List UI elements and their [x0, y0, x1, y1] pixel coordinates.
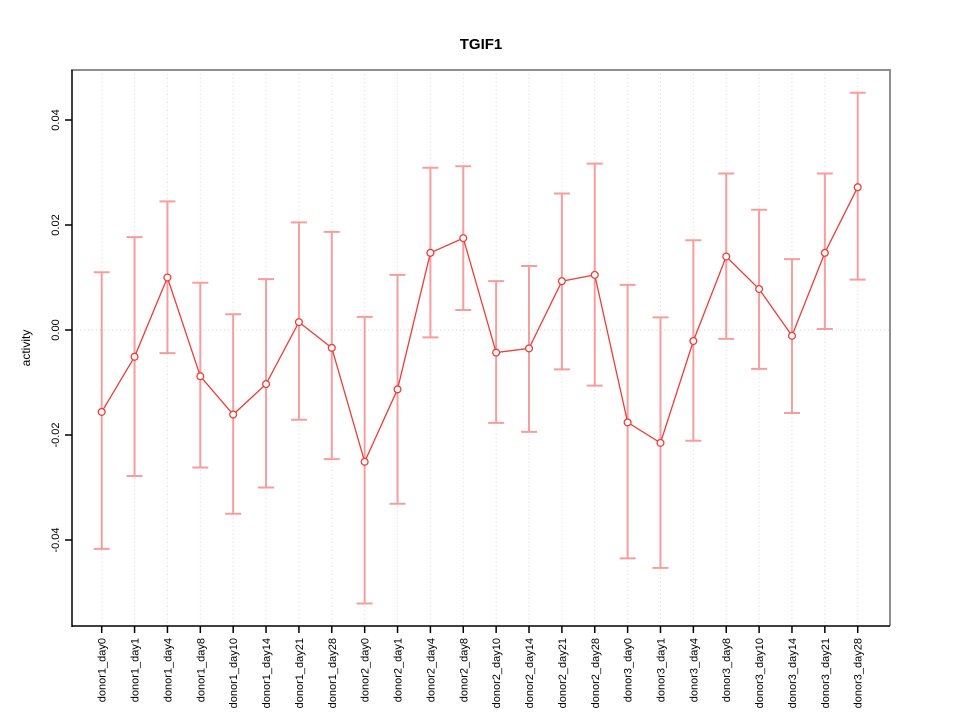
data-point	[853, 183, 862, 192]
data-point	[97, 407, 106, 416]
data-point	[557, 277, 566, 286]
data-point	[524, 344, 534, 353]
y-tick-label: 0.04	[50, 109, 62, 130]
x-tick-label: donor2_day0	[360, 638, 372, 702]
y-tick-label: 0.00	[50, 319, 62, 340]
data-point	[426, 248, 435, 257]
x-tick-label: donor3_day4	[688, 638, 700, 702]
x-tick-label: donor2_day8	[458, 638, 470, 702]
data-point	[130, 352, 139, 361]
x-tick-label: donor3_day1	[655, 638, 667, 702]
data-point	[820, 248, 829, 257]
y-axis-label: activity	[19, 330, 33, 367]
data-point	[623, 418, 632, 427]
data-point	[787, 331, 797, 340]
data-point	[163, 273, 172, 282]
x-tick-label: donor1_day8	[195, 638, 207, 702]
data-point	[689, 336, 698, 346]
data-point	[196, 372, 205, 381]
x-tick-label: donor1_day28	[327, 638, 339, 708]
data-point	[656, 438, 665, 447]
x-tick-label: donor3_day10	[754, 638, 766, 708]
data-point	[294, 318, 303, 327]
x-tick-label: donor3_day0	[623, 638, 635, 702]
y-tick-label: -0.04	[50, 527, 62, 552]
x-tick-label: donor1_day4	[162, 638, 174, 702]
x-tick-label: donor2_day28	[590, 638, 602, 708]
x-tick-label: donor1_day0	[97, 638, 109, 702]
data-point	[360, 457, 369, 466]
data-point	[229, 410, 238, 419]
plot-area: -0.04 -0.02 0.00 0.02 0.04 donor1_day0 donor1_…	[50, 69, 891, 708]
x-tick-label: donor3_day28	[853, 638, 865, 708]
data-point	[393, 385, 402, 394]
x-tick-label: donor2_day10	[491, 638, 503, 708]
x-tick-label: donor2_day21	[557, 638, 569, 708]
data-point	[492, 348, 501, 357]
data-point	[722, 252, 731, 261]
x-tick-label: donor1_day21	[294, 638, 306, 708]
data-point	[261, 380, 271, 389]
x-tick-label: donor2_day1	[393, 638, 405, 702]
x-tick-label: donor1_day10	[228, 638, 240, 708]
data-point	[755, 284, 764, 294]
data-point	[590, 270, 599, 279]
x-tick-label: donor2_day4	[425, 638, 437, 702]
x-tick-label: donor2_day14	[524, 638, 536, 708]
x-tick-label: donor1_day14	[261, 638, 273, 708]
data-point	[327, 343, 336, 352]
data-point	[459, 234, 468, 243]
x-tick-label: donor3_day21	[820, 638, 832, 708]
x-tick-label: donor3_day14	[787, 638, 799, 708]
y-tick-label: -0.02	[50, 422, 62, 447]
x-tick-label: donor1_day1	[130, 638, 142, 702]
x-tick-label: donor3_day8	[721, 638, 733, 702]
data-line	[101, 186, 859, 464]
y-tick-label: 0.02	[50, 214, 62, 235]
chart-title: TGIF1	[460, 36, 503, 53]
